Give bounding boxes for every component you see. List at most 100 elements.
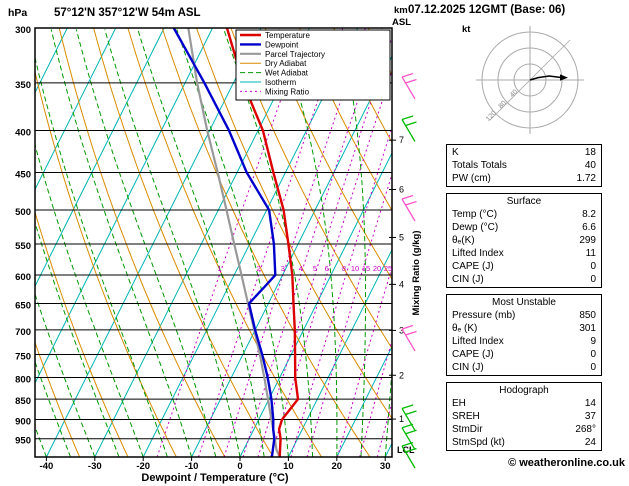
stat-row: Lifted Index 9 (447, 335, 601, 348)
svg-text:5: 5 (313, 264, 317, 273)
svg-text:6: 6 (325, 264, 329, 273)
hodograph-unit-label: kt (462, 24, 471, 35)
wind-barb (401, 115, 417, 142)
stat-value: 0 (590, 274, 596, 285)
run-date: 07.12.2025 12GMT (Base: 06) (408, 4, 566, 16)
stat-label: Temp (°C) (452, 209, 498, 220)
stat-row: Dewp (°C) 6.6 (447, 221, 601, 234)
stats-table-surface: Surface Temp (°C) 8.2 Dewp (°C) 6.6 θₑ(K) 299 L… (446, 193, 602, 288)
mixing-ratio-axis-label: Mixing Ratio (g/kg) (411, 231, 422, 316)
stat-label: EH (452, 398, 466, 409)
stats-tables: K 18 Totals Totals 40 PW (cm) 1.72 Surface Temp… (446, 144, 602, 451)
svg-text:15: 15 (362, 264, 370, 273)
svg-text:3: 3 (281, 264, 285, 273)
stat-row: StmDir 268° (447, 423, 601, 436)
stat-label: Pressure (mb) (452, 310, 516, 321)
stat-label: StmSpd (kt) (452, 437, 505, 448)
stat-row: Pressure (mb) 850 (447, 309, 601, 322)
wind-barb (401, 194, 417, 222)
svg-text:20: 20 (373, 264, 381, 273)
svg-text:350: 350 (15, 80, 31, 91)
svg-text:-40: -40 (40, 461, 54, 472)
hodograph-ring-label: 40 (509, 88, 520, 99)
svg-text:500: 500 (15, 207, 31, 218)
stat-value: 24 (584, 437, 596, 448)
svg-text:Parcel Trajectory: Parcel Trajectory (265, 50, 325, 59)
svg-text:Mixing Ratio: Mixing Ratio (265, 87, 310, 96)
pressure-axis-labels: 300 350 400 450 500 550 600 650 700 750 800 850 900 9… (15, 25, 31, 447)
stat-value: 0 (590, 362, 596, 373)
mixing-ratio-labels: 1 2 3 4 5 6 8 10 15 20 25 (217, 264, 392, 273)
stat-row: PW (cm) 1.72 (447, 172, 601, 185)
stat-value: 6.6 (582, 222, 596, 233)
stat-value: 18 (584, 147, 596, 158)
stat-label: Totals Totals (452, 160, 507, 171)
svg-text:8: 8 (342, 264, 346, 273)
svg-text:650: 650 (15, 301, 31, 312)
copyright: © weatheronline.co.uk (508, 457, 625, 469)
svg-text:-20: -20 (136, 461, 150, 472)
stats-table-indices: K 18 Totals Totals 40 PW (cm) 1.72 (446, 144, 602, 187)
svg-text:750: 750 (15, 351, 31, 362)
dewpoint-curve (172, 28, 277, 457)
svg-text:5: 5 (399, 232, 404, 242)
svg-text:3: 3 (399, 325, 404, 335)
stat-row: θₑ (K) 301 (447, 322, 601, 335)
svg-text:700: 700 (15, 327, 31, 338)
stat-value: 8.2 (582, 209, 596, 220)
stat-row: θₑ(K) 299 (447, 234, 601, 247)
wind-barb (401, 423, 417, 451)
hodograph-trace (529, 75, 563, 81)
svg-text:-30: -30 (88, 461, 102, 472)
stat-value: 850 (579, 310, 596, 321)
stat-row: CAPE (J) 0 (447, 260, 601, 273)
wind-barb (401, 72, 417, 100)
stat-label: CAPE (J) (452, 261, 494, 272)
stat-value: 37 (584, 411, 596, 422)
svg-text:10: 10 (351, 264, 359, 273)
svg-text:2: 2 (399, 370, 404, 380)
stat-label: StmDir (452, 424, 483, 435)
temperature-curve (225, 28, 300, 457)
table-header: Surface (506, 196, 542, 207)
station-title: 57°12'N 357°12'W 54m ASL (54, 7, 201, 19)
stat-value: 268° (575, 424, 596, 435)
svg-text:4: 4 (299, 264, 303, 273)
stat-label: CAPE (J) (452, 349, 494, 360)
svg-text:Isotherm: Isotherm (265, 78, 296, 87)
wind-barb (401, 404, 417, 431)
stat-value: 0 (590, 349, 596, 360)
stat-value: 11 (585, 248, 596, 259)
table-header: Hodograph (499, 385, 549, 396)
svg-text:4: 4 (399, 279, 404, 289)
svg-text:600: 600 (15, 272, 31, 283)
stat-value: 1.72 (576, 173, 596, 184)
x-axis-title: Dewpoint / Temperature (°C) (141, 472, 289, 484)
svg-text:0: 0 (237, 461, 242, 472)
stat-value: 0 (590, 261, 596, 272)
table-header: Most Unstable (492, 297, 556, 308)
stat-row: CIN (J) 0 (447, 361, 601, 374)
svg-text:30: 30 (380, 461, 391, 472)
stat-label: PW (cm) (452, 173, 491, 184)
temperature-axis-labels: -40 -30 -20 -10 0 10 20 30 (40, 457, 391, 472)
stat-label: SREH (452, 411, 480, 422)
svg-text:450: 450 (15, 169, 31, 180)
lcl-label: LCL (397, 445, 415, 455)
stat-label: θₑ(K) (452, 235, 475, 246)
svg-text:800: 800 (15, 374, 31, 385)
svg-text:Dry Adiabat: Dry Adiabat (265, 59, 307, 68)
stat-row: Temp (°C) 8.2 (447, 208, 601, 221)
svg-text:Temperature: Temperature (265, 31, 310, 40)
hodograph-ring-label: 80 (498, 100, 509, 111)
svg-text:10: 10 (283, 461, 294, 472)
stats-table-hodograph: Hodograph EH 14 SREH 37 StmDir 268° StmSpd (kt)… (446, 382, 602, 451)
stat-row: Totals Totals 40 (447, 159, 601, 172)
stat-row: EH 14 (447, 397, 601, 410)
svg-text:Dewpoint: Dewpoint (265, 40, 299, 49)
stat-label: Lifted Index (452, 336, 504, 347)
svg-text:km: km (394, 5, 408, 16)
svg-text:25: 25 (384, 264, 392, 273)
